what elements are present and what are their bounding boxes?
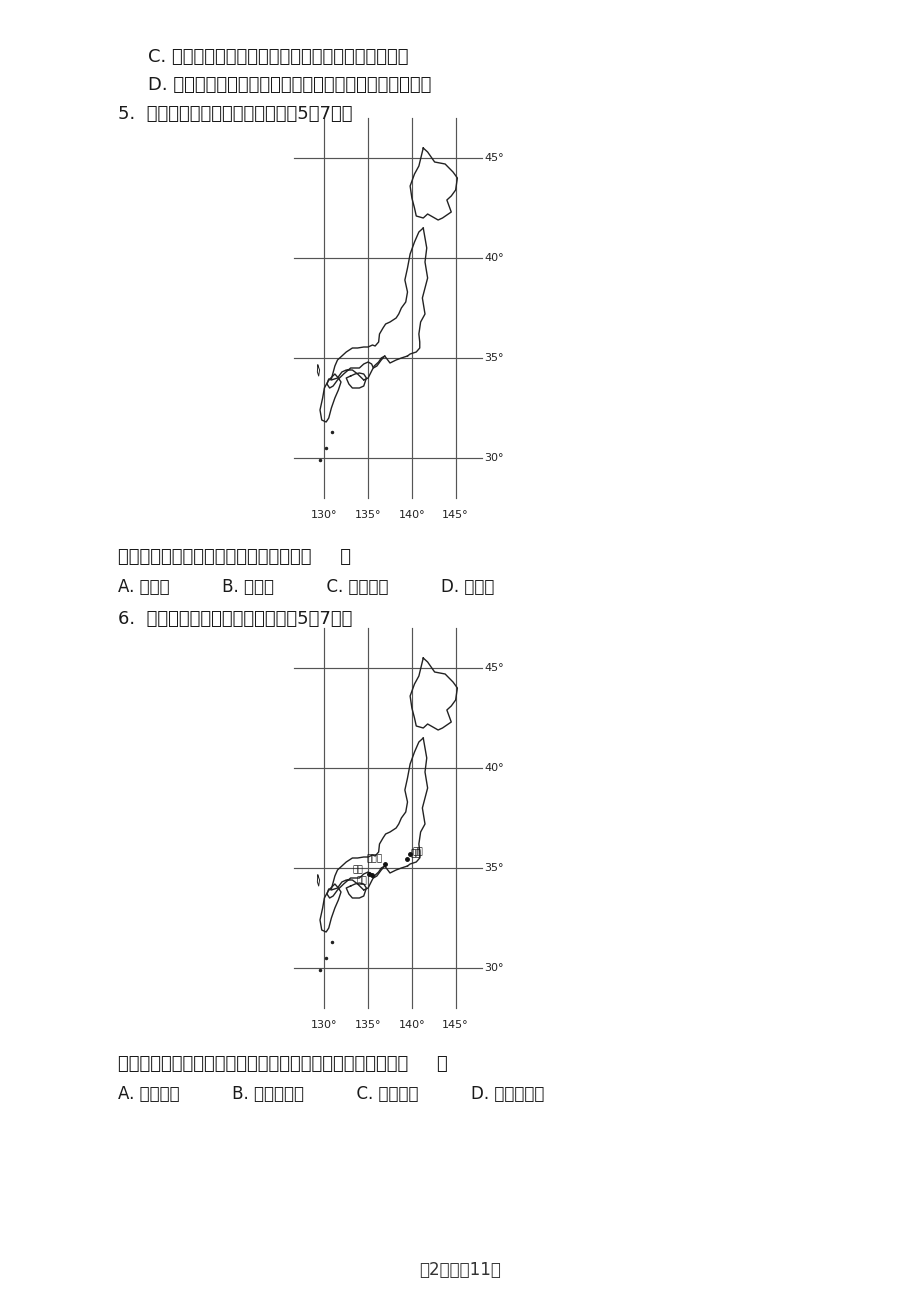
Text: C. 小明：地球仪上的经线互相等长，纬线也互相等长: C. 小明：地球仪上的经线互相等长，纬线也互相等长 — [148, 48, 408, 66]
Text: A. 内陆地区          B. 日本海沿岸          C. 北方沿海          D. 太平洋沿岸: A. 内陆地区 B. 日本海沿岸 C. 北方沿海 D. 太平洋沿岸 — [118, 1085, 544, 1103]
Text: 35°: 35° — [484, 863, 504, 874]
Text: 神户: 神户 — [353, 866, 363, 875]
Text: A. 低纬度          B. 中纬度          C. 中高纬度          D. 高纬度: A. 低纬度 B. 中纬度 C. 中高纬度 D. 高纬度 — [118, 578, 494, 596]
Text: 5.  读图「日本轮廓示意图」，完成5～7题。: 5. 读图「日本轮廓示意图」，完成5～7题。 — [118, 105, 352, 122]
Text: 40°: 40° — [484, 763, 504, 773]
Text: 40°: 40° — [484, 253, 504, 263]
Text: 35°: 35° — [484, 353, 504, 363]
Text: D. 小芳：根据经纬度就可以确定地面任何一点的地理位置: D. 小芳：根据经纬度就可以确定地面任何一点的地理位置 — [148, 76, 431, 94]
Text: 30°: 30° — [484, 453, 504, 464]
Text: 45°: 45° — [484, 154, 504, 163]
Text: 140°: 140° — [398, 510, 425, 519]
Text: 大阪: 大阪 — [357, 876, 367, 885]
Text: 从图中纬度可以看出，日本大部分位于（     ）: 从图中纬度可以看出，日本大部分位于（ ） — [118, 548, 351, 566]
Text: 第2页，內11页: 第2页，內11页 — [419, 1262, 500, 1279]
Text: 东京: 东京 — [413, 848, 423, 857]
Text: 135°: 135° — [355, 510, 381, 519]
Text: 140°: 140° — [398, 1019, 425, 1030]
Text: 横滨: 横滨 — [410, 849, 421, 858]
Text: 145°: 145° — [442, 1019, 469, 1030]
Text: 130°: 130° — [311, 1019, 337, 1030]
Text: 30°: 30° — [484, 963, 504, 973]
Text: 130°: 130° — [311, 510, 337, 519]
Text: 名古屋: 名古屋 — [367, 854, 382, 863]
Text: 观察图中日本工业城市分布，可以看出日本工业主要分布在（     ）: 观察图中日本工业城市分布，可以看出日本工业主要分布在（ ） — [118, 1055, 448, 1073]
Text: 135°: 135° — [355, 1019, 381, 1030]
Text: 145°: 145° — [442, 510, 469, 519]
Text: 45°: 45° — [484, 663, 504, 673]
Text: 6.  读图「日本轮廓示意图」，完成5～7题。: 6. 读图「日本轮廓示意图」，完成5～7题。 — [118, 611, 352, 628]
